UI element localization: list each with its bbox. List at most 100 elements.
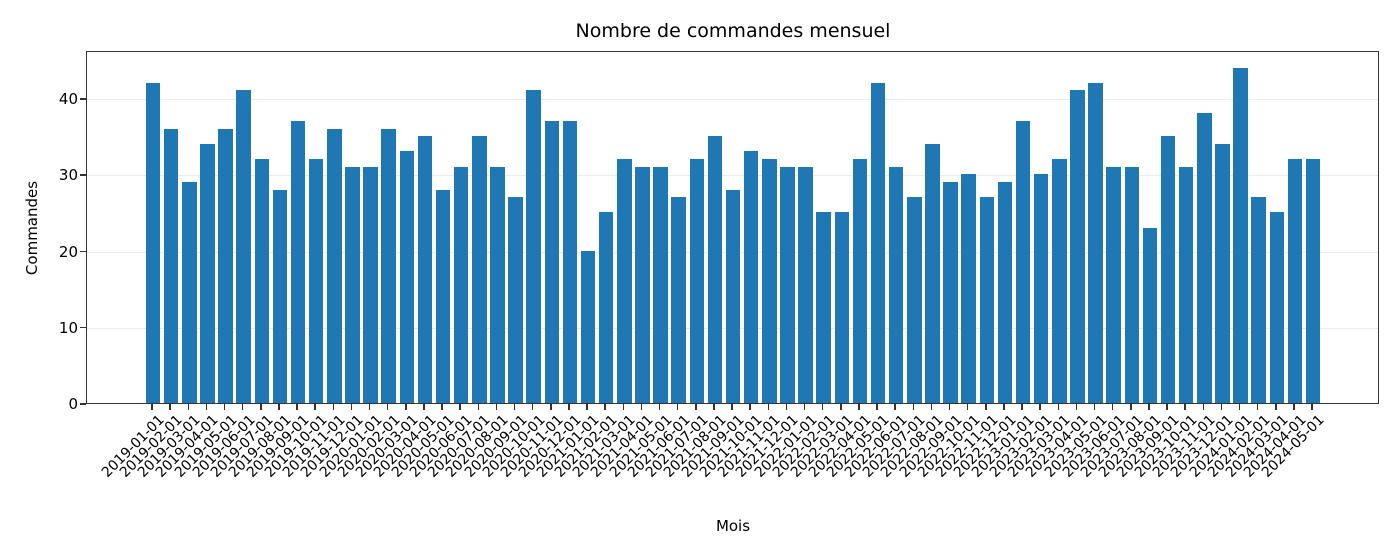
x-tick xyxy=(441,404,443,410)
x-tick xyxy=(1093,404,1096,410)
bar xyxy=(1088,82,1103,403)
x-tick xyxy=(1075,404,1078,410)
bar xyxy=(1197,113,1212,403)
x-tick xyxy=(1238,404,1241,410)
x-tick xyxy=(876,404,878,410)
x-tick xyxy=(1166,404,1168,410)
chart-title: Nombre de commandes mensuel xyxy=(575,20,891,42)
x-tick xyxy=(1311,404,1313,410)
x-tick xyxy=(405,404,407,410)
x-tick xyxy=(948,404,951,410)
bar xyxy=(598,212,614,403)
x-tick xyxy=(912,404,914,410)
y-tick xyxy=(80,174,86,176)
x-tick xyxy=(767,404,769,410)
x-tick xyxy=(1039,404,1041,410)
y-tick-label: 20 xyxy=(58,242,78,261)
x-tick xyxy=(586,404,588,410)
x-tick xyxy=(386,404,389,410)
bar xyxy=(490,166,505,403)
x-tick xyxy=(1021,404,1023,410)
bar xyxy=(145,82,161,403)
x-tick xyxy=(314,404,316,410)
x-tick xyxy=(640,404,643,410)
x-tick xyxy=(459,404,461,410)
bar xyxy=(544,120,559,403)
bar xyxy=(308,159,324,403)
bar xyxy=(689,159,704,403)
x-tick xyxy=(531,404,534,410)
bar xyxy=(1251,197,1266,403)
bar xyxy=(743,151,759,403)
bar xyxy=(163,128,179,403)
bar xyxy=(925,143,940,403)
x-tick xyxy=(1003,404,1005,410)
bar xyxy=(961,174,976,403)
bar xyxy=(1070,90,1085,403)
x-tick xyxy=(966,404,969,410)
bar xyxy=(1033,174,1049,403)
bar xyxy=(617,159,632,403)
y-tick xyxy=(80,326,86,329)
x-tick xyxy=(477,404,479,410)
bar xyxy=(399,151,414,403)
x-tick xyxy=(550,404,552,410)
x-tick xyxy=(858,404,860,410)
bar xyxy=(200,143,215,403)
bar xyxy=(1160,136,1176,403)
x-tick xyxy=(1293,404,1295,410)
x-tick xyxy=(749,404,751,410)
x-tick xyxy=(1130,404,1132,410)
bar xyxy=(218,128,233,403)
bar xyxy=(290,120,306,403)
bar xyxy=(453,166,469,403)
bar xyxy=(381,128,396,403)
bar xyxy=(345,166,360,403)
bar xyxy=(762,159,777,403)
plot-area xyxy=(86,51,1379,404)
y-tick xyxy=(80,98,86,100)
gridline xyxy=(87,175,1378,177)
x-tick xyxy=(205,404,208,410)
bar xyxy=(508,197,523,403)
x-tick xyxy=(1220,404,1223,410)
x-tick xyxy=(568,404,570,410)
x-tick xyxy=(1057,404,1059,410)
x-tick xyxy=(622,404,624,410)
bar xyxy=(1178,166,1194,403)
x-tick xyxy=(495,404,498,410)
x-tick xyxy=(840,404,842,410)
x-tick xyxy=(513,404,516,410)
x-tick xyxy=(785,404,788,410)
x-tick xyxy=(169,404,171,410)
x-tick xyxy=(296,404,298,410)
x-tick xyxy=(151,404,153,410)
bar xyxy=(653,166,668,403)
y-tick-label: 30 xyxy=(58,166,78,185)
x-tick xyxy=(278,404,280,410)
bar xyxy=(1269,212,1284,403)
bar xyxy=(1305,159,1321,403)
bar xyxy=(472,136,487,403)
x-tick xyxy=(713,404,715,410)
x-tick xyxy=(260,404,262,410)
bar xyxy=(1287,159,1303,403)
x-tick xyxy=(423,404,425,410)
y-tick-label: 10 xyxy=(58,318,78,337)
x-tick xyxy=(1148,404,1150,410)
x-tick xyxy=(368,404,371,410)
bar xyxy=(254,159,269,403)
bar xyxy=(526,90,541,403)
bar xyxy=(780,166,795,403)
bar xyxy=(580,250,596,403)
y-tick xyxy=(80,403,86,405)
x-tick xyxy=(695,404,697,410)
bar xyxy=(852,159,868,403)
bar xyxy=(1106,166,1121,403)
x-tick xyxy=(803,404,806,410)
x-tick xyxy=(223,404,226,410)
bar xyxy=(272,189,288,403)
bar xyxy=(435,189,451,403)
bar xyxy=(979,197,994,403)
x-tick xyxy=(731,404,733,410)
